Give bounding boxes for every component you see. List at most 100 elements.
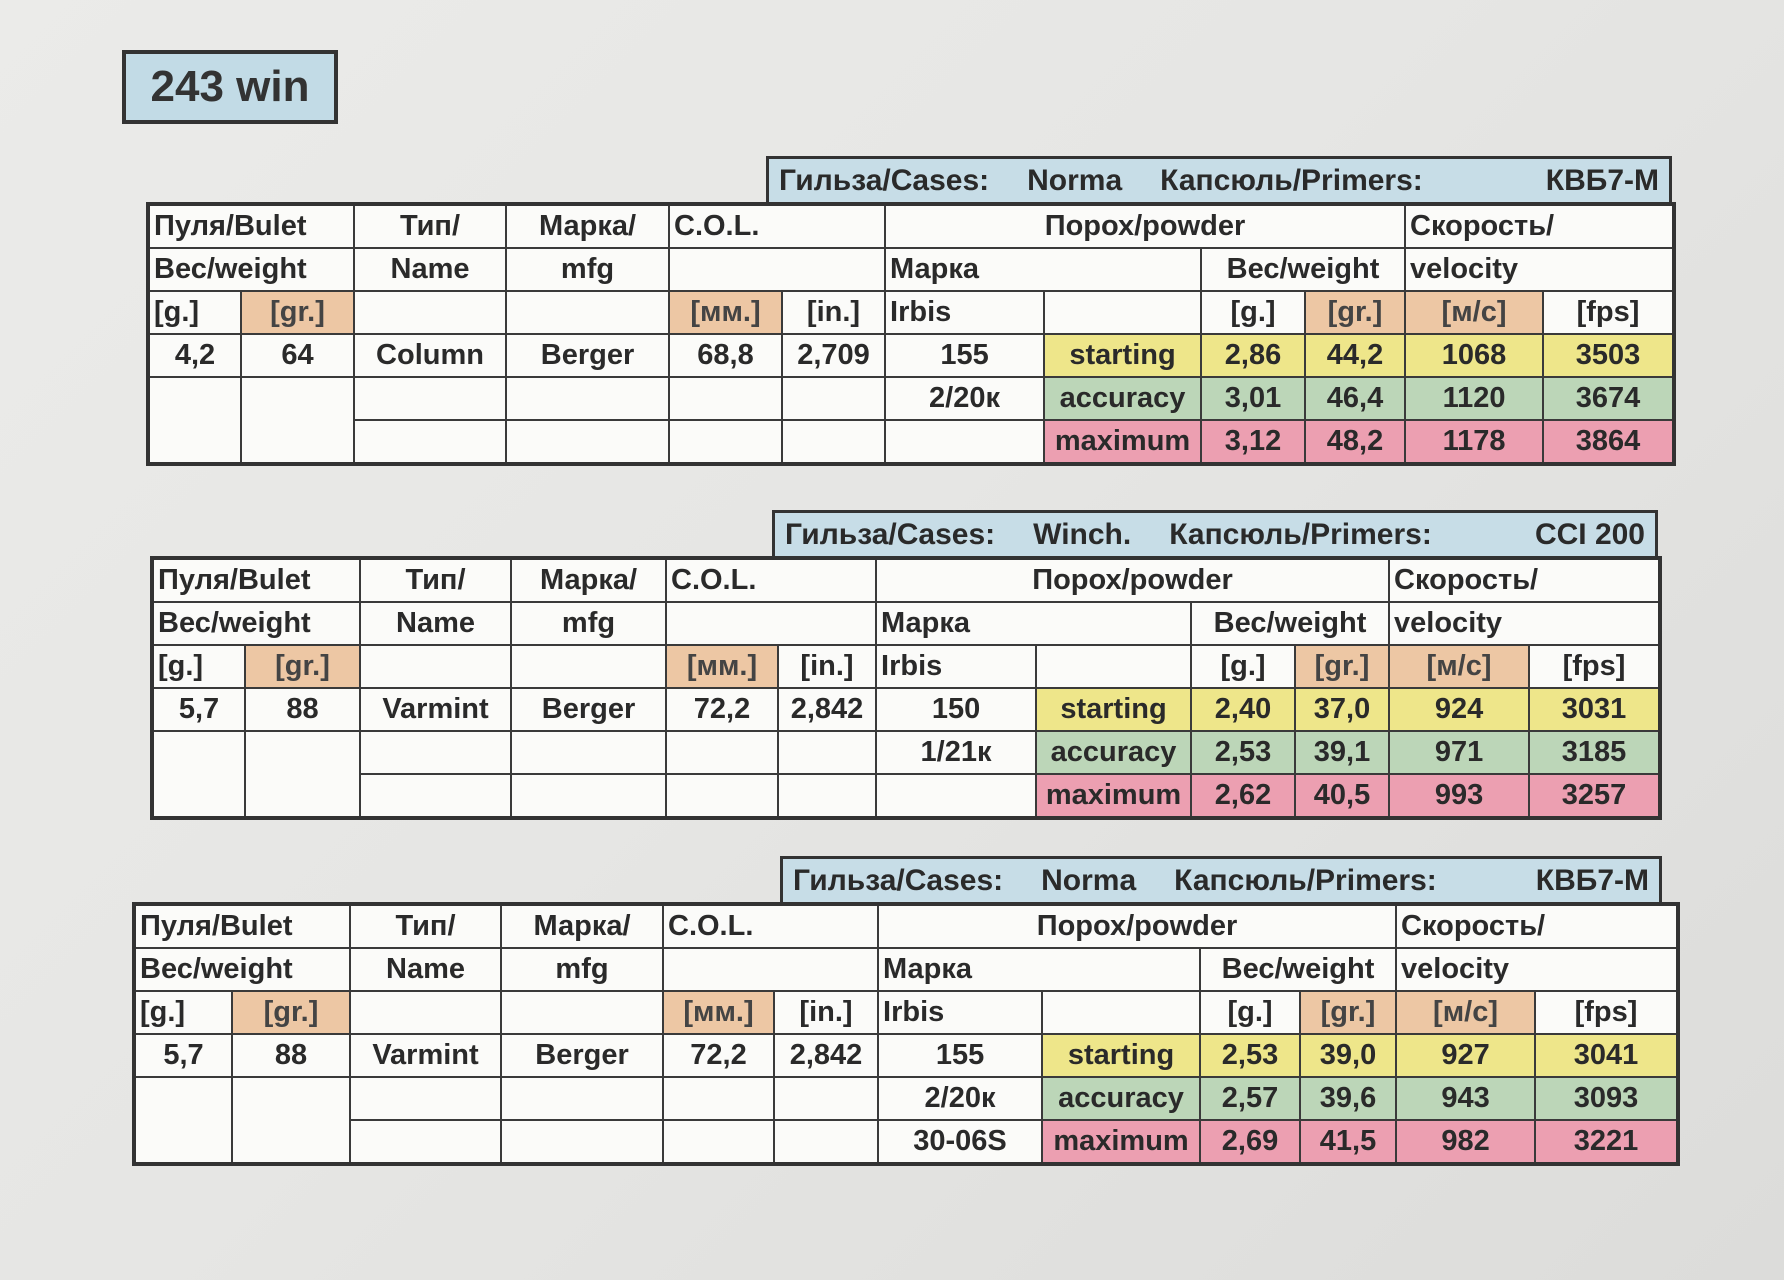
header-weight: Вес/weight bbox=[147, 247, 355, 292]
header-speed: Скорость/ bbox=[1388, 557, 1662, 603]
col-in: 2,709 bbox=[780, 333, 887, 378]
row-label-maximum: maximum bbox=[1041, 1119, 1202, 1165]
header-weight: Вес/weight bbox=[133, 947, 351, 992]
blank-cell bbox=[353, 376, 507, 421]
blank-cell bbox=[505, 419, 670, 465]
velocity-fps: 3031 bbox=[1528, 687, 1662, 732]
unit-blank bbox=[500, 990, 664, 1035]
unit-fps: [fps] bbox=[1528, 644, 1662, 689]
header-powder-brand: Марка bbox=[877, 947, 1202, 992]
unit-blank bbox=[1043, 290, 1203, 335]
header-powder-weight: Вес/weight bbox=[1199, 947, 1398, 992]
bullet-gr: 88 bbox=[231, 1033, 351, 1078]
velocity-ms: 924 bbox=[1388, 687, 1531, 732]
primers-value: КВБ7-М bbox=[1535, 863, 1649, 897]
cases-value: Norma bbox=[1041, 863, 1137, 897]
blank-cell bbox=[147, 376, 242, 465]
header-speed: Скорость/ bbox=[1395, 903, 1680, 949]
unit-g: [g.] bbox=[151, 644, 246, 689]
blank-cell bbox=[668, 376, 783, 421]
charge-gr: 39,0 bbox=[1299, 1033, 1398, 1078]
unit-in: [in.] bbox=[772, 990, 880, 1035]
unit-powder-g: [g.] bbox=[1200, 290, 1307, 335]
charge-g: 2,69 bbox=[1199, 1119, 1302, 1165]
unit-gr: [gr.] bbox=[240, 290, 355, 335]
blank-cell bbox=[359, 730, 512, 775]
unit-fps: [fps] bbox=[1542, 290, 1676, 335]
velocity-fps: 3503 bbox=[1542, 333, 1676, 378]
row-label-maximum: maximum bbox=[1035, 773, 1193, 819]
velocity-fps: 3864 bbox=[1542, 419, 1676, 465]
velocity-ms: 971 bbox=[1388, 730, 1531, 775]
blank-cell bbox=[668, 419, 783, 465]
header-brand: Марка/ bbox=[510, 557, 667, 603]
bullet-gr: 64 bbox=[240, 333, 355, 378]
blank-cell bbox=[133, 1076, 233, 1165]
unit-mm: [мм.] bbox=[665, 644, 779, 689]
blank-cell bbox=[510, 730, 667, 775]
row-label-accuracy: accuracy bbox=[1041, 1076, 1202, 1121]
powder-line: 2/20к bbox=[877, 1076, 1044, 1121]
blank-cell bbox=[240, 376, 355, 465]
charge-g: 2,53 bbox=[1199, 1033, 1302, 1078]
blank-cell bbox=[510, 773, 667, 819]
powder-line: 155 bbox=[884, 333, 1046, 378]
blank-cell bbox=[780, 419, 887, 465]
powder-brand: Irbis bbox=[877, 990, 1044, 1035]
unit-powder-g: [g.] bbox=[1199, 990, 1302, 1035]
powder-brand: Irbis bbox=[875, 644, 1038, 689]
velocity-fps: 3185 bbox=[1528, 730, 1662, 775]
unit-blank bbox=[510, 644, 667, 689]
bullet-g: 5,7 bbox=[151, 687, 246, 732]
header-velocity: velocity bbox=[1404, 247, 1676, 292]
unit-in: [in.] bbox=[776, 644, 878, 689]
load-table: Пуля/Bulet Тип/ Марка/ C.O.L. Порох/powd… bbox=[146, 202, 1677, 466]
powder-line: 1/21к bbox=[875, 730, 1038, 775]
powder-line bbox=[875, 773, 1038, 819]
blank-cell bbox=[244, 730, 361, 819]
blank-cell bbox=[776, 730, 878, 775]
unit-in: [in.] bbox=[780, 290, 887, 335]
cases-value: Norma bbox=[1027, 163, 1123, 197]
unit-blank bbox=[505, 290, 670, 335]
velocity-fps: 3257 bbox=[1528, 773, 1662, 819]
header-weight: Вес/weight bbox=[151, 601, 361, 646]
blank-cell bbox=[349, 1119, 502, 1165]
row-label-accuracy: accuracy bbox=[1035, 730, 1193, 775]
charge-g: 2,86 bbox=[1200, 333, 1307, 378]
unit-gr: [gr.] bbox=[244, 644, 361, 689]
blank-cell bbox=[500, 1076, 664, 1121]
bullet-mfg: Berger bbox=[505, 333, 670, 378]
blank-cell bbox=[772, 1076, 880, 1121]
bullet-type: Varmint bbox=[349, 1033, 502, 1078]
powder-line: 155 bbox=[877, 1033, 1044, 1078]
cases-label: Гильза/Cases: bbox=[793, 863, 1004, 897]
header-type: Тип/ bbox=[353, 203, 507, 249]
bullet-gr: 88 bbox=[244, 687, 361, 732]
blank-cell bbox=[353, 419, 507, 465]
col-in: 2,842 bbox=[776, 687, 878, 732]
charge-gr: 41,5 bbox=[1299, 1119, 1398, 1165]
blank-cell bbox=[780, 376, 887, 421]
velocity-ms: 927 bbox=[1395, 1033, 1537, 1078]
header-mfg: mfg bbox=[500, 947, 664, 992]
powder-brand: Irbis bbox=[884, 290, 1046, 335]
bullet-g: 4,2 bbox=[147, 333, 242, 378]
header-col: C.O.L. bbox=[661, 903, 880, 949]
primers-label: Капсюль/Primers: bbox=[1174, 863, 1437, 897]
cases-value: Winch. bbox=[1033, 517, 1132, 551]
cases-primers-bar: Гильза/Cases: Norma Капсюль/Primers: КВБ… bbox=[766, 156, 1672, 202]
col-in: 2,842 bbox=[772, 1033, 880, 1078]
charge-g: 2,53 bbox=[1190, 730, 1297, 775]
charge-gr: 44,2 bbox=[1304, 333, 1407, 378]
velocity-ms: 1178 bbox=[1404, 419, 1545, 465]
unit-blank bbox=[359, 644, 512, 689]
header-speed: Скорость/ bbox=[1404, 203, 1676, 249]
charge-g: 2,57 bbox=[1199, 1076, 1302, 1121]
header-velocity: velocity bbox=[1395, 947, 1680, 992]
charge-g: 2,62 bbox=[1190, 773, 1297, 819]
blank-cell bbox=[662, 1076, 775, 1121]
header-col-blank bbox=[664, 601, 878, 646]
header-bullet: Пуля/Bulet bbox=[151, 557, 361, 603]
unit-fps: [fps] bbox=[1534, 990, 1680, 1035]
